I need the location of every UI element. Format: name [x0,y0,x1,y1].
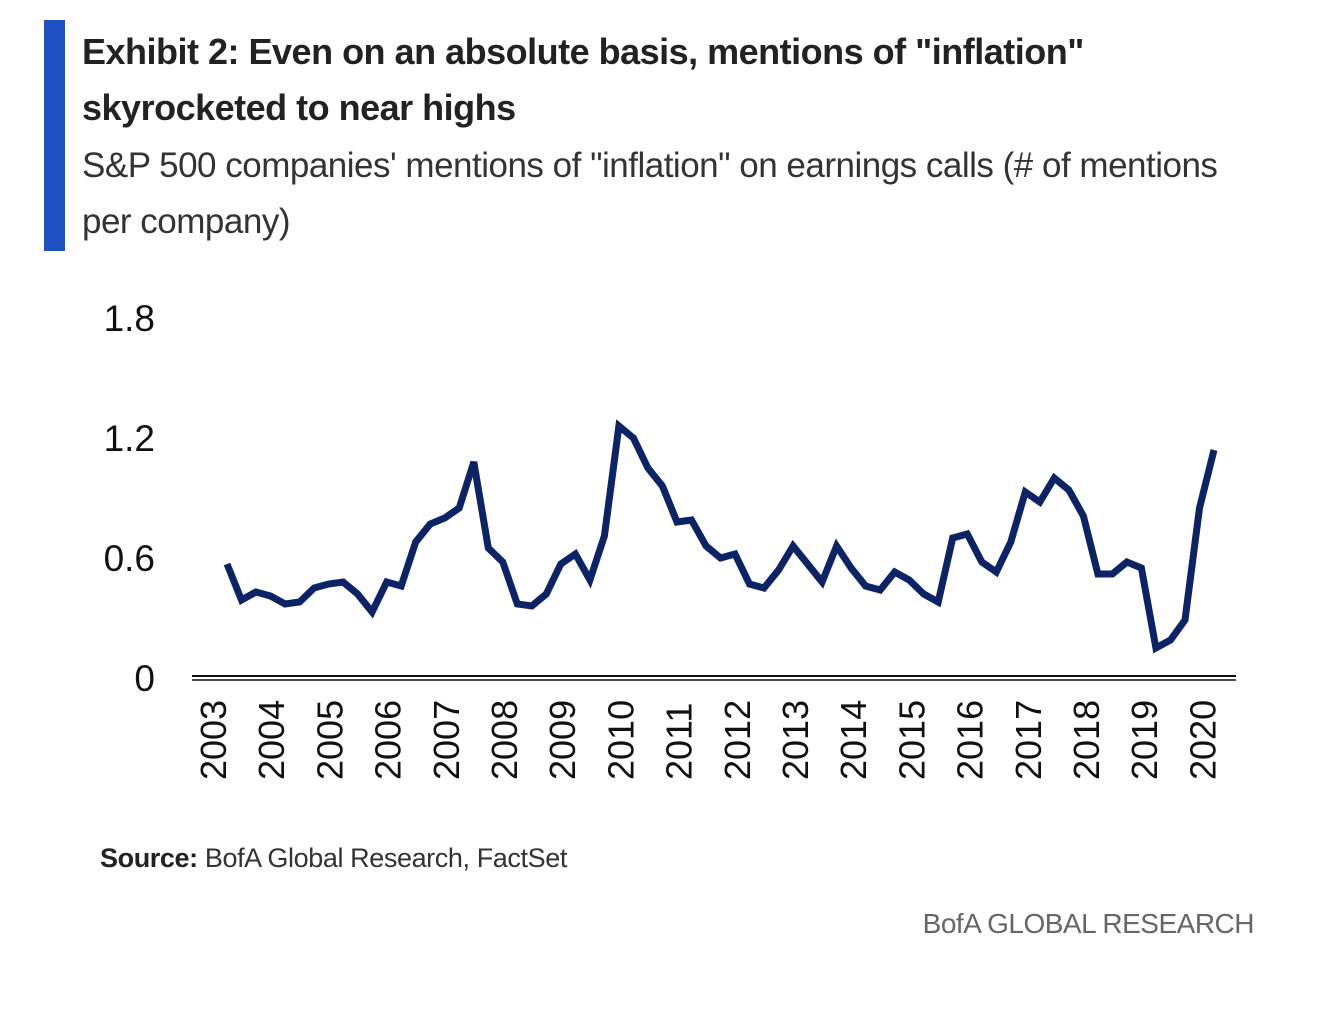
chart-subtitle: S&P 500 companies' mentions of "inflatio… [82,146,1218,241]
x-tick-label: 2008 [484,700,525,780]
x-tick-label: 2013 [775,700,816,780]
x-tick-label: 2014 [833,700,874,780]
x-tick-label: 2015 [891,700,932,780]
x-tick-label: 2019 [1124,700,1165,780]
y-tick-label: 0 [134,658,155,699]
series-group [223,419,1218,654]
x-tick-label: 2004 [251,700,292,780]
x-tick-label: 2003 [193,700,234,780]
accent-bar [44,20,65,251]
source-label: Source: [100,843,198,873]
series-line [223,419,1218,654]
x-tick-label: 2005 [309,700,350,780]
x-tick-label: 2010 [600,700,641,780]
x-tick-label: 2020 [1182,700,1223,780]
x-tick-label: 2017 [1008,700,1049,780]
x-tick-label: 2012 [717,700,758,780]
chart-title: Exhibit 2: Even on an absolute basis, me… [82,31,1084,128]
x-tick-label: 2007 [426,700,467,780]
y-tick-label: 1.8 [104,298,155,339]
y-axis-ticks: 0 0.6 1.2 1.8 [104,298,155,699]
x-axis-ticks: 2003 2004 2005 2006 2007 2008 2009 2010 2011 2012… [193,700,1223,780]
source-text: BofA Global Research, FactSet [204,843,567,873]
x-tick-label: 2011 [659,703,700,780]
x-tick-label: 2018 [1066,700,1107,780]
source-note: Source: BofA Global Research, FactSet [100,843,567,874]
y-tick-label: 0.6 [104,538,155,579]
x-tick-label: 2016 [950,700,991,780]
x-tick-label: 2006 [368,700,409,780]
x-tick-label: 2009 [542,700,583,780]
footer-brand: BofA GLOBAL RESEARCH [922,908,1255,939]
y-tick-label: 1.2 [104,418,155,459]
